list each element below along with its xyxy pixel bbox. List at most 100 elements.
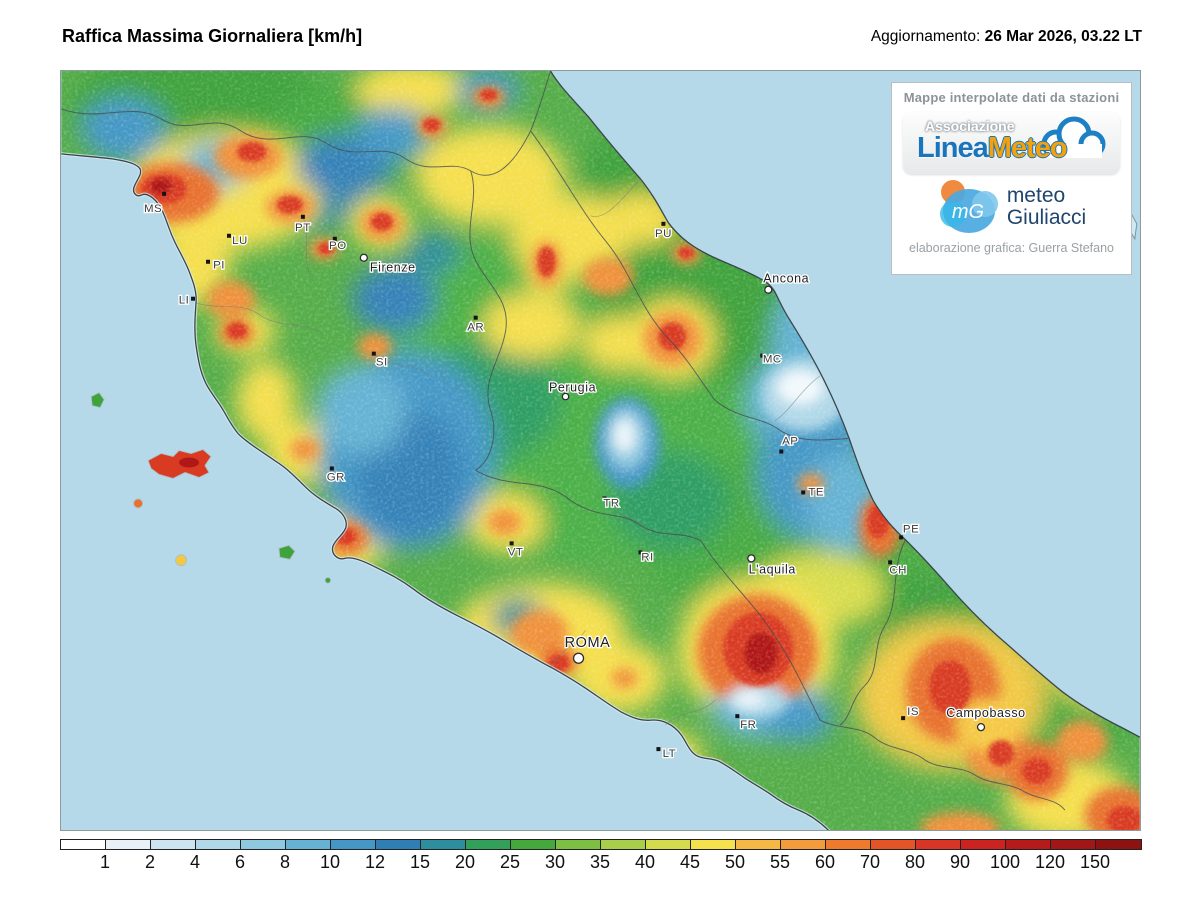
lineameteo-logo: Associazione LineaMeteo — [903, 112, 1120, 174]
legend-segment — [106, 840, 151, 849]
city-label: Campobasso — [946, 706, 1025, 720]
province-marker — [206, 259, 211, 264]
province-borders — [194, 178, 947, 726]
legend-segment — [421, 840, 466, 849]
legend-tick-label: 70 — [859, 852, 881, 872]
province-marker — [191, 296, 196, 301]
legend-tick-label: 40 — [634, 852, 656, 872]
svg-text:mG: mG — [952, 201, 984, 223]
legend-segment — [1051, 840, 1096, 849]
meteogiuliacci-wordmark: meteo Giuliacci — [1006, 184, 1087, 229]
province-marker — [801, 490, 806, 495]
province-label: MC — [763, 354, 782, 366]
legend-tick-label: 80 — [904, 852, 926, 872]
legend-segment — [826, 840, 871, 849]
lineameteo-wordmark: LineaMeteo — [917, 132, 1068, 164]
province-label: PT — [295, 222, 311, 234]
legend-segment — [781, 840, 826, 849]
province-label: LU — [232, 235, 248, 247]
legend-tick-label: 10 — [319, 852, 341, 872]
legend-segment — [646, 840, 691, 849]
legend-tick-label: 50 — [724, 852, 746, 872]
province-marker — [509, 541, 514, 546]
legend-tick-label: 45 — [679, 852, 701, 872]
legend-bar — [60, 839, 1142, 850]
legend-segment — [916, 840, 961, 849]
info-box-title: Mappe interpolate dati da stazioni — [903, 90, 1120, 105]
islands — [90, 392, 332, 584]
map-canvas: MS LU PT PO PI LI SI AR GR VT TR RI PU MC AP TE PE CH IS FR… — [60, 70, 1141, 831]
legend-tick-label: 6 — [234, 852, 245, 872]
legend-segment — [601, 840, 646, 849]
city-province-labels: MS LU PT PO PI LI SI AR GR VT TR RI PU MC AP TE PE CH IS FR… — [143, 191, 1026, 761]
legend-tick-label: 55 — [769, 852, 791, 872]
legend-tick-label: 4 — [189, 852, 200, 872]
legend-segment — [241, 840, 286, 849]
province-label: PE — [903, 523, 919, 535]
legend-segment — [691, 840, 736, 849]
province-marker — [332, 236, 337, 241]
legend-tick-label: 2 — [144, 852, 155, 872]
update-timestamp: Aggiornamento: 26 Mar 2026, 03.22 LT — [871, 28, 1142, 46]
province-label: SI — [376, 357, 388, 369]
legend-tick-label: 35 — [589, 852, 611, 872]
province-marker — [779, 449, 784, 454]
legend-tick-label: 120 — [1034, 852, 1066, 872]
legend-tick-label: 25 — [499, 852, 521, 872]
meteogiuliacci-logo: mG meteo Giuliacci — [892, 178, 1131, 236]
legend-tick-label: 150 — [1079, 852, 1111, 872]
province-label: PI — [213, 260, 225, 272]
province-marker — [899, 535, 904, 540]
province-marker — [226, 233, 231, 238]
province-marker — [300, 214, 305, 219]
province-label: PO — [329, 240, 347, 252]
province-marker — [602, 496, 607, 501]
city-label: ROMA — [565, 635, 611, 651]
legend-tick-label: 20 — [454, 852, 476, 872]
province-label: TR — [603, 497, 619, 509]
legend-tick-label: 60 — [814, 852, 836, 872]
legend-tick-label: 100 — [989, 852, 1021, 872]
color-scale-legend: 1 2 4 6 8 10 12 15 20 25 30 35 40 45 50 55 60 70 80 90 100 12… — [60, 839, 1142, 874]
legend-segment — [286, 840, 331, 849]
province-label: LI — [179, 295, 190, 307]
legend-labels: 1 2 4 6 8 10 12 15 20 25 30 35 40 45 50 55 60 70 80 90 100 12… — [60, 852, 1141, 874]
city-label: L'aquila — [749, 562, 796, 576]
coastline — [61, 71, 1140, 830]
city-label: Ancona — [763, 272, 809, 286]
legend-tick-label: 12 — [364, 852, 386, 872]
legend-segment — [331, 840, 376, 849]
meteogiuliacci-cloud-icon: mG — [939, 180, 998, 233]
city-marker — [764, 285, 773, 294]
province-label: FR — [740, 719, 756, 731]
city-marker — [359, 253, 368, 262]
province-label: MS — [144, 203, 162, 215]
legend-segment — [466, 840, 511, 849]
legend-tick-label: 1 — [99, 852, 110, 872]
legend-segment — [961, 840, 1006, 849]
province-marker — [735, 714, 740, 719]
legend-segment — [376, 840, 421, 849]
province-label: LT — [663, 748, 677, 760]
italy-gust-map: MS LU PT PO PI LI SI AR GR VT TR RI PU MC AP TE PE CH IS FR… — [61, 71, 1140, 830]
region-borders — [61, 71, 1066, 811]
city-marker — [976, 722, 986, 732]
province-label: VT — [508, 546, 524, 558]
province-label: AR — [467, 322, 484, 334]
city-marker — [561, 392, 570, 401]
legend-segment — [1006, 840, 1051, 849]
province-marker — [329, 466, 334, 471]
city-marker — [747, 554, 756, 563]
province-label: CH — [889, 564, 907, 576]
province-marker — [888, 560, 893, 565]
legend-segment — [1096, 840, 1141, 849]
update-label: Aggiornamento: — [870, 28, 981, 45]
province-marker — [638, 550, 643, 555]
page-title: Raffica Massima Giornaliera [km/h] — [62, 26, 363, 46]
province-marker — [473, 315, 478, 320]
legend-segment — [196, 840, 241, 849]
update-value: 26 Mar 2026, 03.22 LT — [984, 28, 1142, 45]
city-label: Firenze — [370, 261, 416, 275]
island-montecristo — [324, 577, 332, 584]
